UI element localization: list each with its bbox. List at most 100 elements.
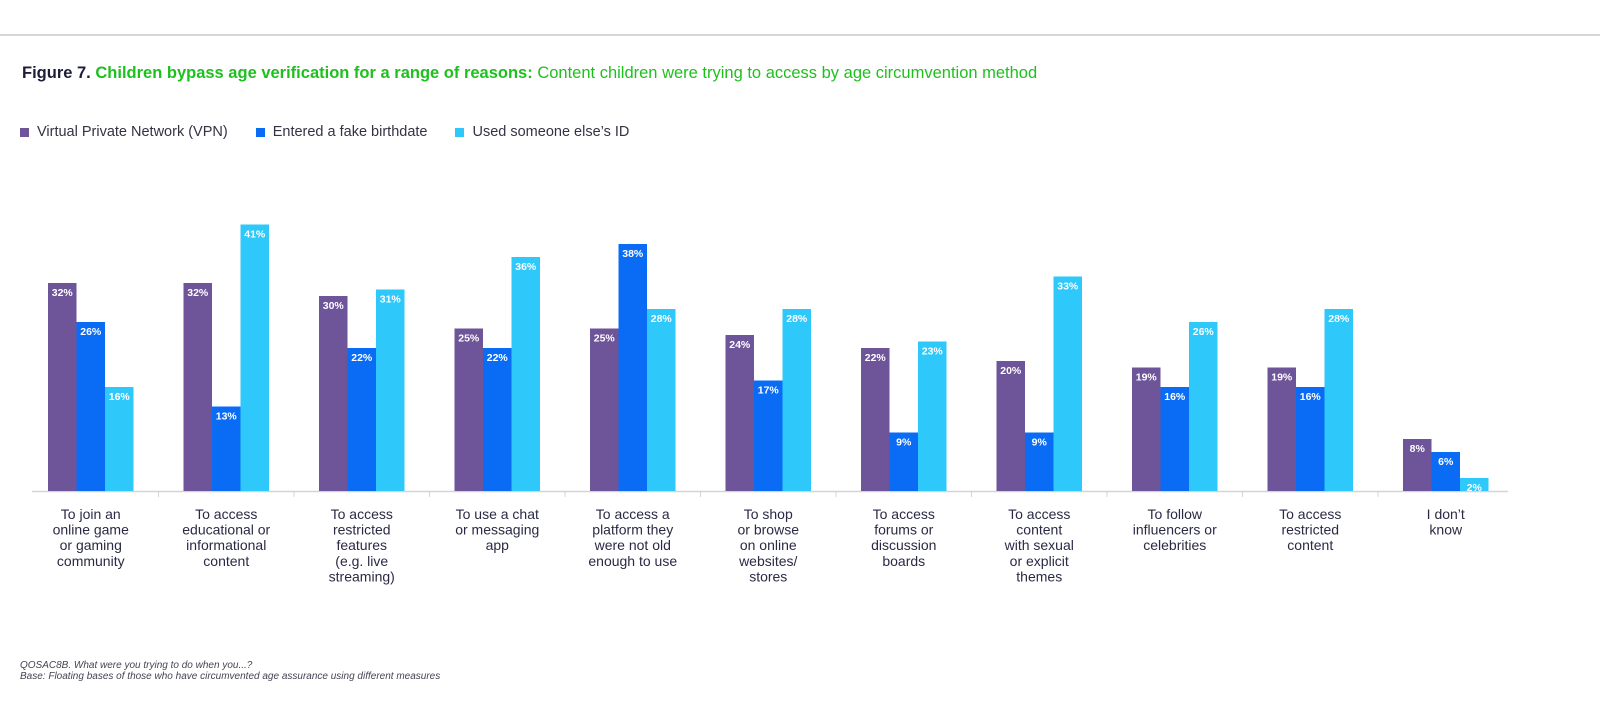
data-label: 31% (380, 294, 402, 306)
legend-swatch-birthdate (255, 127, 265, 137)
category-label-line: To join an (61, 506, 121, 522)
legend-item-birthdate: Entered a fake birthdate (255, 124, 427, 140)
bar-used-someone-else-s-id-8 (1053, 276, 1082, 491)
bar-virtual-private-network-vpn-8 (996, 361, 1025, 491)
category-label-line: To follow (1148, 506, 1203, 522)
bar-virtual-private-network-vpn-2 (183, 283, 212, 491)
data-label: 24% (729, 339, 751, 351)
category-label-line: or gaming (60, 537, 122, 553)
category-label-line: To access (1008, 506, 1070, 522)
legend-swatch-vpn (20, 127, 29, 137)
category-label-line: content (203, 553, 249, 569)
bar-used-someone-else-s-id-4 (511, 257, 540, 491)
data-label: 22% (865, 352, 887, 364)
bar-virtual-private-network-vpn-7 (861, 348, 890, 491)
data-label: 22% (351, 352, 373, 364)
bar-entered-a-fake-birthdate-1 (76, 322, 105, 491)
data-label: 19% (1136, 372, 1158, 384)
bar-entered-a-fake-birthdate-4 (483, 348, 512, 491)
data-label: 9% (1032, 437, 1048, 449)
bar-entered-a-fake-birthdate-8 (1025, 432, 1054, 491)
category-label-line: boards (882, 553, 925, 569)
category-label-line: influencers or (1133, 522, 1217, 538)
data-label: 30% (323, 300, 345, 312)
category-label-line: know (1429, 522, 1463, 538)
legend-item-vpn: Virtual Private Network (VPN) (20, 124, 228, 140)
category-label-line: themes (1016, 568, 1062, 584)
data-label: 28% (1328, 313, 1350, 325)
bar-entered-a-fake-birthdate-6 (754, 380, 783, 491)
data-label: 2% (1467, 482, 1483, 494)
bar-used-someone-else-s-id-3 (376, 289, 405, 491)
data-label: 32% (187, 287, 209, 299)
data-label: 16% (1164, 391, 1186, 403)
bar-used-someone-else-s-id-11 (1460, 478, 1489, 491)
data-label: 25% (458, 333, 480, 345)
category-label-line: or messaging (455, 522, 539, 538)
figure-title: Figure 7. Children bypass age verificati… (22, 64, 1037, 83)
category-label: To use a chat or messaging app (455, 506, 539, 553)
bar-entered-a-fake-birthdate-2 (212, 406, 241, 491)
category-label-line: informational (186, 537, 266, 553)
legend-item-someone-id: Used someone else’s ID (455, 124, 629, 140)
legend-swatch-someone-id (455, 127, 465, 137)
data-label: 38% (622, 248, 644, 260)
bar-virtual-private-network-vpn-11 (1403, 439, 1432, 491)
footnote-question: QOSAC8B. What were you trying to do when… (20, 660, 253, 671)
data-label: 32% (52, 287, 74, 299)
data-label: 8% (1410, 443, 1426, 455)
bar-entered-a-fake-birthdate-9 (1160, 387, 1189, 491)
bar-virtual-private-network-vpn-4 (454, 328, 483, 491)
category-label-line: with sexual (1004, 537, 1074, 553)
figure-subtitle: Content children were trying to access b… (537, 64, 1038, 82)
data-label: 41% (244, 229, 266, 241)
category-label-line: community (57, 553, 125, 569)
bar-used-someone-else-s-id-2 (240, 224, 269, 491)
category-label-line: To access a (596, 506, 670, 522)
category-label-line: app (486, 537, 510, 553)
category-label-line: online game (53, 522, 129, 538)
footnote-base: Base: Floating bases of those who have c… (20, 671, 441, 682)
bar-entered-a-fake-birthdate-7 (889, 432, 918, 491)
data-label: 16% (1300, 391, 1322, 403)
bar-used-someone-else-s-id-10 (1324, 309, 1353, 491)
category-label: To follow influencers or celebrities (1133, 506, 1217, 553)
top-divider (0, 34, 1600, 36)
category-label: To access educational or informational cont… (182, 506, 270, 569)
legend-label-vpn: Virtual Private Network (VPN) (37, 124, 228, 140)
data-label: 33% (1057, 281, 1079, 293)
category-label: To access content with sexual or explicit th… (1004, 506, 1074, 584)
category-label-line: forums or (874, 522, 933, 538)
data-label: 19% (1271, 372, 1293, 384)
bar-used-someone-else-s-id-7 (918, 341, 947, 491)
category-label: To join an online game or gaming community (53, 506, 129, 569)
category-label-line: features (336, 537, 387, 553)
bar-used-someone-else-s-id-9 (1189, 322, 1218, 491)
category-label-line: educational or (182, 522, 270, 538)
data-label: 28% (651, 313, 673, 325)
category-label-line: restricted (333, 522, 391, 538)
bar-virtual-private-network-vpn-1 (48, 283, 77, 491)
legend-label-someone-id: Used someone else’s ID (472, 124, 630, 140)
bar-used-someone-else-s-id-6 (782, 309, 811, 491)
category-label-line: To access (331, 506, 393, 522)
bar-used-someone-else-s-id-5 (647, 309, 676, 491)
category-label: To access a platform they were not old enou… (588, 506, 677, 569)
bar-entered-a-fake-birthdate-11 (1431, 452, 1460, 491)
bar-entered-a-fake-birthdate-5 (618, 244, 647, 491)
category-label: To access restricted content (1279, 506, 1341, 553)
category-label-line: or browse (738, 522, 800, 538)
category-label: To access forums or discussion boards (871, 506, 936, 569)
data-label: 6% (1438, 456, 1454, 468)
category-label-line: or explicit (1010, 553, 1069, 569)
bar-virtual-private-network-vpn-10 (1267, 367, 1296, 491)
category-label-line: celebrities (1143, 537, 1206, 553)
category-label: I don’t know (1427, 506, 1465, 538)
figure-label: Figure 7. (22, 64, 91, 82)
bar-virtual-private-network-vpn-9 (1132, 367, 1161, 491)
category-label: To shop or browse on online websites/stores (738, 506, 800, 584)
category-label-line: To access (1279, 506, 1341, 522)
category-label-line: discussion (871, 537, 936, 553)
bar-used-someone-else-s-id-1 (105, 387, 134, 491)
